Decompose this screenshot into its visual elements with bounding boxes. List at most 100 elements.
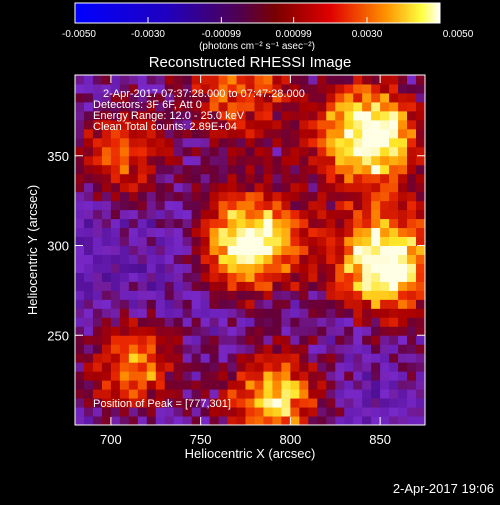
heatmap-cell: [317, 83, 327, 94]
heatmap-cell: [92, 416, 103, 425]
heatmap-cell: [191, 299, 202, 309]
heatmap-cell: [164, 227, 175, 238]
heatmap-cell: [110, 389, 121, 399]
heatmap-cell: [263, 83, 273, 94]
heatmap-cell: [146, 218, 157, 229]
heatmap-cell: [371, 227, 381, 238]
heatmap-cell: [119, 200, 130, 211]
heatmap-cell: [290, 335, 300, 345]
heatmap-cell: [344, 380, 354, 390]
heatmap-cell: [281, 290, 291, 300]
heatmap-cell: [272, 344, 282, 354]
heatmap-cell: [227, 191, 238, 202]
heatmap-cell: [101, 182, 112, 193]
heatmap-cell: [119, 326, 130, 336]
heatmap-cell: [83, 137, 94, 148]
heatmap-cell: [191, 317, 202, 327]
heatmap-cell: [344, 362, 354, 372]
heatmap-cell: [263, 263, 273, 273]
heatmap-cell: [353, 101, 363, 112]
heatmap-cell: [362, 326, 372, 336]
heatmap-cell: [209, 362, 220, 372]
heatmap-cell: [146, 317, 157, 327]
heatmap-cell: [344, 155, 354, 166]
heatmap-cell: [182, 155, 193, 166]
heatmap-cell: [263, 173, 273, 184]
heatmap-cell: [146, 83, 157, 94]
heatmap-cell: [326, 119, 336, 130]
heatmap-cell: [317, 398, 327, 408]
heatmap-cell: [290, 344, 300, 354]
heatmap-cell: [398, 75, 408, 85]
heatmap-cell: [200, 191, 211, 202]
heatmap-cell: [380, 344, 390, 354]
heatmap-cell: [209, 227, 220, 238]
heatmap-cell: [236, 389, 247, 399]
heatmap-cell: [137, 218, 148, 229]
heatmap-cell: [263, 75, 273, 85]
heatmap-cell: [299, 155, 309, 166]
heatmap-cell: [380, 110, 390, 121]
heatmap-cell: [137, 101, 148, 112]
heatmap-cell: [371, 146, 381, 157]
heatmap-cell: [407, 92, 417, 103]
heatmap-cell: [362, 182, 372, 193]
heatmap-cell: [407, 128, 417, 139]
heatmap-cell: [173, 119, 184, 130]
heatmap-cell: [308, 299, 318, 309]
heatmap-cell: [209, 110, 220, 121]
heatmap-cell: [75, 335, 85, 345]
heatmap-cell: [263, 200, 273, 211]
heatmap-cell: [362, 191, 372, 202]
heatmap-cell: [281, 308, 291, 318]
heatmap-cell: [227, 272, 238, 282]
heatmap-cell: [290, 416, 300, 425]
heatmap-cell: [191, 362, 202, 372]
heatmap-cell: [101, 362, 112, 372]
heatmap-cell: [191, 92, 202, 103]
heatmap-cell: [227, 245, 238, 255]
heatmap-cell: [353, 110, 363, 121]
heatmap-cell: [263, 326, 273, 336]
heatmap-cell: [335, 245, 345, 255]
heatmap-cell: [227, 92, 238, 103]
heatmap-cell: [75, 191, 85, 202]
heatmap-cell: [236, 371, 247, 381]
heatmap-cell: [326, 245, 336, 255]
heatmap-cell: [128, 371, 139, 381]
heatmap-cell: [101, 227, 112, 238]
heatmap-cell: [164, 317, 175, 327]
heatmap-cell: [236, 200, 247, 211]
heatmap-cell: [164, 200, 175, 211]
heatmap-cell: [344, 371, 354, 381]
heatmap-cell: [75, 209, 85, 220]
heatmap-cell: [398, 344, 408, 354]
heatmap-cell: [83, 209, 94, 220]
heatmap-cell: [299, 137, 309, 148]
heatmap-cell: [119, 92, 130, 103]
heatmap-cell: [146, 344, 157, 354]
heatmap-cell: [389, 119, 399, 130]
heatmap-cell: [326, 92, 336, 103]
heatmap-cell: [281, 263, 291, 273]
heatmap-cell: [218, 308, 229, 318]
heatmap-cell: [128, 218, 139, 229]
heatmap-cell: [407, 308, 417, 318]
heatmap-cell: [335, 380, 345, 390]
heatmap-cell: [272, 335, 282, 345]
heatmap-cell: [299, 416, 309, 425]
heatmap-cell: [191, 398, 202, 408]
heatmap-cell: [137, 263, 148, 273]
heatmap-cell: [101, 308, 112, 318]
heatmap-cell: [407, 344, 417, 354]
colorbar-tick-label: 0.0030: [352, 29, 383, 40]
heatmap-cell: [353, 371, 363, 381]
heatmap-cell: [290, 317, 300, 327]
heatmap-cell: [326, 191, 336, 202]
heatmap-cell: [308, 353, 318, 363]
heatmap-cell: [146, 371, 157, 381]
heatmap-cell: [191, 416, 202, 425]
heatmap-cell: [146, 326, 157, 336]
heatmap-cell: [182, 75, 193, 85]
heatmap-cell: [92, 335, 103, 345]
